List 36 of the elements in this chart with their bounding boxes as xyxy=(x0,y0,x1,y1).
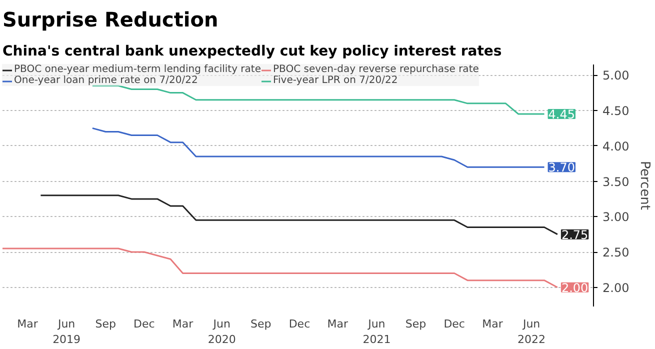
x-tick-label: Sep xyxy=(95,318,116,330)
x-tick-label: Mar xyxy=(172,318,194,330)
x-tick-label: Dec xyxy=(288,318,310,330)
x-tick-label: Dec xyxy=(134,318,155,330)
x-tick-label: Jun 2022 xyxy=(518,318,546,346)
data-label: 2.00 xyxy=(561,280,588,295)
chart-title: Surprise Reduction xyxy=(2,8,218,32)
x-tick-label: Mar xyxy=(482,318,504,330)
x-tick-label: Jun 2021 xyxy=(362,318,391,346)
data-label: 2.75 xyxy=(561,228,588,242)
y-tick-label: 4.50 xyxy=(602,104,630,118)
line-series xyxy=(92,84,546,115)
x-tick-label: Sep xyxy=(250,318,272,330)
y-tick-label: 5.00 xyxy=(602,68,630,83)
y-tick-label: 3.00 xyxy=(602,210,630,224)
legend-label: Five-year LPR on 7/20/22 xyxy=(272,75,398,86)
x-tick-label: Dec xyxy=(444,318,465,330)
line-series xyxy=(2,248,558,288)
data-label: 3.70 xyxy=(548,160,576,175)
y-tick-label: 2.00 xyxy=(602,280,630,295)
y-axis-title: Percent xyxy=(637,161,652,210)
x-tick-label: Jun 2020 xyxy=(208,318,236,346)
legend-label: PBOC seven-day reverse repurchase rate xyxy=(272,64,479,75)
line-series xyxy=(40,194,558,236)
data-label: 4.45 xyxy=(548,108,576,122)
line-series xyxy=(92,127,546,168)
y-tick-label: 3.50 xyxy=(602,174,630,189)
chart-subtitle: China's central bank unexpectedly cut key policy interest rates xyxy=(2,44,502,60)
x-tick-label: Mar xyxy=(327,318,349,330)
x-tick-label: Jun 2019 xyxy=(52,318,81,346)
x-tick-label: Sep xyxy=(405,318,426,330)
y-tick-label: 4.00 xyxy=(602,139,630,154)
x-tick-label: Mar xyxy=(17,318,38,330)
legend-label: One-year loan prime rate on 7/20/22 xyxy=(14,75,198,86)
y-tick-label: 2.50 xyxy=(602,246,630,260)
legend-label: PBOC one-year medium-term lending facility rate xyxy=(14,64,261,75)
